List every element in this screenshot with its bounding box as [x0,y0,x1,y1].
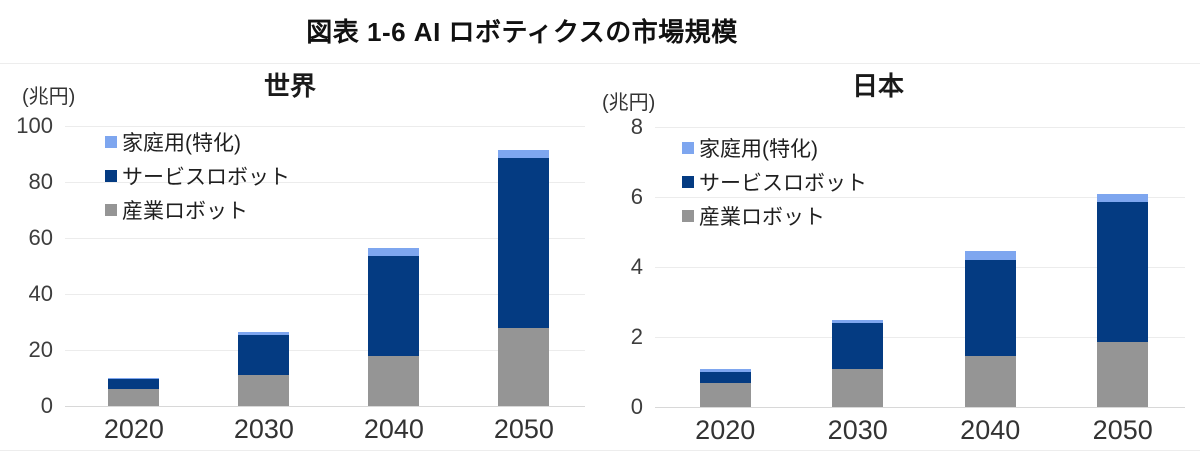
bar-2040 [964,127,1016,407]
x-axis-label: 2030 [233,414,294,444]
bar-segment-household [498,149,550,159]
y-tick-label: 6 [630,184,643,209]
x-axis-label: 2050 [493,414,554,444]
x-axis-label: 2040 [363,414,424,444]
figure-title: 図表 1-6 AI ロボティクスの市場規模 [306,17,738,47]
bar-2030 [832,127,884,407]
bar-segment-household [1097,193,1149,203]
legend-item-service: サービスロボット [682,165,867,199]
y-tick-label: 60 [28,225,53,250]
legend-swatch-icon [105,204,117,216]
gridline [655,196,1185,198]
gridline [655,406,1185,408]
bar-segment-household [832,319,884,323]
gridline [655,126,1185,128]
legend-label: サービスロボット [699,172,867,195]
legend-label: 産業ロボット [699,206,825,229]
legend-swatch-icon [682,142,694,154]
top-rule-line [0,63,1200,64]
bar-2020 [699,127,751,407]
chart-japan: 日本 (兆円) 0 2 4 6 8 2020 2030 2040 2050 家庭用(特化) サー… [602,60,1200,452]
gridline [65,181,585,183]
legend-item-service: サービスロボット [105,159,290,193]
gridline [655,266,1185,268]
legend-item-industrial: 産業ロボット [105,193,290,227]
legend-item-household: 家庭用(特化) [682,131,867,165]
chart-japan-unit-label: (兆円) [602,92,656,114]
y-tick-label: 80 [28,169,53,194]
x-axis-label: 2020 [695,415,756,445]
chart-japan-title: 日本 [851,71,904,101]
bottom-rule-line [0,450,1200,451]
bar-segment-service [832,323,884,369]
bar-segment-service [108,379,160,390]
bar-segment-industrial [832,368,884,407]
x-axis-label: 2050 [1092,415,1153,445]
bar-segment-household [108,378,160,380]
y-tick-label: 40 [28,281,53,306]
chart-world-legend: 家庭用(特化) サービスロボット 産業ロボット [105,125,290,227]
y-tick-label: 0 [40,393,53,418]
legend-item-industrial: 産業ロボット [682,199,867,233]
gridline [65,293,585,295]
legend-label: 家庭用(特化) [699,138,818,161]
chart-world-plot-area [65,125,585,407]
bar-segment-service [238,334,290,376]
bar-segment-service [699,372,751,383]
bar-segment-household [238,331,290,335]
chart-world: 世界 (兆円) 0 20 40 60 80 100 2020 2030 2040 2050 家庭… [0,60,598,452]
gridline [65,405,585,407]
x-axis-label: 2020 [103,414,164,444]
chart-japan-plot-area [655,126,1185,408]
gridline [65,349,585,351]
bar-2050 [1097,127,1149,407]
y-tick-label: 8 [630,114,643,139]
bar-segment-service [964,260,1016,357]
gridline [65,125,585,127]
legend-swatch-icon [105,170,117,182]
x-axis-label: 2030 [827,415,888,445]
legend-swatch-icon [105,136,117,148]
y-tick-label: 0 [630,394,643,419]
legend-label: 家庭用(特化) [122,132,241,155]
bar-segment-industrial [108,389,160,406]
legend-label: 産業ロボット [122,200,248,223]
bar-segment-service [368,256,420,356]
chart-world-title: 世界 [263,71,316,101]
y-tick-label: 20 [28,337,53,362]
bar-2030 [238,126,290,406]
legend-item-household: 家庭用(特化) [105,125,290,159]
bar-2050 [498,126,550,406]
bar-segment-industrial [1097,342,1149,407]
legend-swatch-icon [682,210,694,222]
bar-2040 [368,126,420,406]
gridline [65,237,585,239]
bar-segment-industrial [498,327,550,406]
bar-segment-household [964,251,1016,260]
gridline [655,336,1185,338]
bar-segment-industrial [699,382,751,407]
bar-segment-service [498,158,550,328]
legend-label: サービスロボット [122,166,290,189]
chart-world-unit-label: (兆円) [22,86,76,108]
bar-segment-household [368,247,420,257]
x-axis-label: 2040 [960,415,1021,445]
y-tick-label: 4 [630,254,643,279]
y-tick-label: 100 [16,113,53,138]
bar-segment-household [699,368,751,372]
bar-2020 [108,126,160,406]
bar-segment-service [1097,202,1149,343]
bar-segment-industrial [964,356,1016,407]
chart-japan-legend: 家庭用(特化) サービスロボット 産業ロボット [682,131,867,233]
bar-segment-industrial [238,375,290,406]
bar-segment-industrial [368,355,420,406]
legend-swatch-icon [682,176,694,188]
y-tick-label: 2 [630,324,643,349]
